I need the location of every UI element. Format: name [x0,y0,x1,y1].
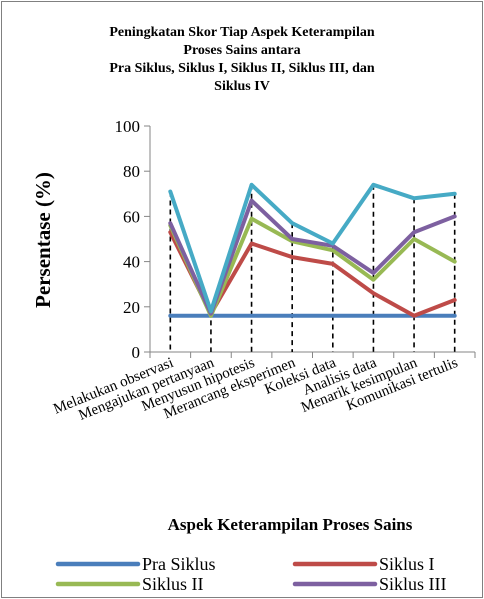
x-axis-title: Aspek Keterampilan Proses Sains [168,515,413,534]
y-tick-label: 80 [123,162,140,181]
y-tick-label: 20 [123,298,140,317]
legend-label: Siklus III [379,574,447,594]
y-tick-label: 100 [115,117,141,136]
legend-item-siklus-iii: Siklus III [292,574,447,594]
legend: Pra Siklus Siklus I Siklus II Siklus III [55,554,447,594]
y-axis-title: Persentase (%) [31,172,55,308]
legend-label: Siklus II [142,574,204,594]
title-line-1: Peningkatan Skor Tiap Aspek Keterampilan [109,25,374,40]
y-tick-label: 0 [132,343,141,362]
legend-label: Pra Siklus [142,554,216,574]
title-line-3: Pra Siklus, Siklus I, Siklus II, Siklus … [109,61,375,76]
title-line-4: Siklus IV [214,79,270,94]
legend-item-pra-siklus: Pra Siklus [55,554,216,574]
chart-title: Peningkatan Skor Tiap Aspek Keterampilan… [109,25,375,94]
y-tick-label: 60 [123,207,140,226]
series-line-siklus-iv [168,182,457,314]
legend-item-siklus-ii: Siklus II [55,574,204,594]
legend-item-siklus-i: Siklus I [292,554,435,574]
y-tick-label: 40 [123,253,140,272]
title-line-2: Proses Sains antara [183,43,300,58]
legend-label: Siklus I [379,554,435,574]
